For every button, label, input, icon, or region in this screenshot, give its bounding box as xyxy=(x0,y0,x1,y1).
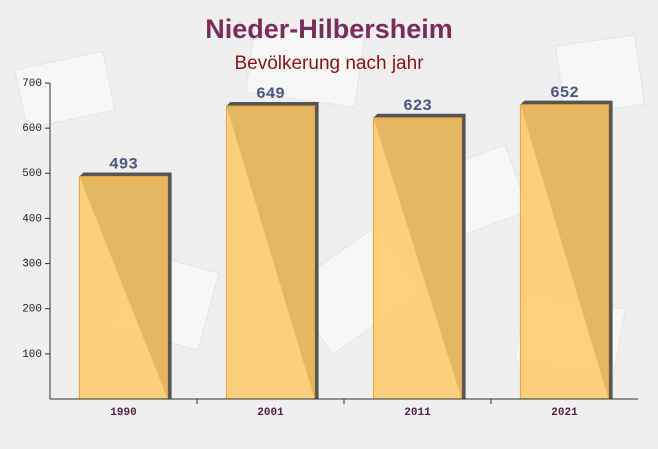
bar xyxy=(78,175,169,400)
x-tick-label: 2001 xyxy=(257,407,284,419)
y-tick-label: 700 xyxy=(22,78,42,90)
x-tick-label: 1990 xyxy=(110,407,136,419)
y-tick-label: 400 xyxy=(22,213,42,225)
x-tick-label: 2021 xyxy=(551,407,578,419)
value-label: 649 xyxy=(256,85,285,103)
value-label: 652 xyxy=(550,84,579,102)
x-tick-label: 2011 xyxy=(404,407,431,419)
y-tick-label: 100 xyxy=(22,349,42,361)
value-label: 623 xyxy=(403,97,432,115)
y-tick-label: 200 xyxy=(22,304,42,316)
y-tick-label: 600 xyxy=(22,123,42,135)
chart-title: Nieder-Hilbersheim xyxy=(205,14,453,44)
bar xyxy=(372,117,463,400)
y-tick-label: 500 xyxy=(22,168,42,180)
value-label: 493 xyxy=(109,156,138,174)
bar xyxy=(519,104,610,400)
chart-subtitle: Bevölkerung nach jahr xyxy=(234,53,424,74)
bar xyxy=(225,105,316,400)
y-tick-label: 300 xyxy=(22,258,42,270)
